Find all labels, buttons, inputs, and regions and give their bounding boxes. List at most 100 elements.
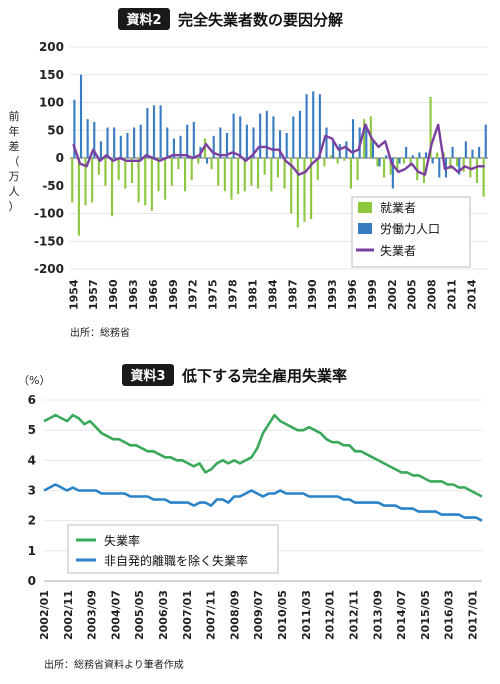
- chart-1-y-axis-label-char: ）: [9, 200, 20, 213]
- chart-1-badge-text: 資料2: [126, 12, 161, 28]
- chart-1-y-axis-label-char: 人: [9, 185, 20, 198]
- bar-labor-force: [378, 158, 381, 167]
- bar-labor-force: [345, 141, 348, 158]
- chart-1-y-axis-label-char: 年: [9, 124, 20, 138]
- chart-2-x-tick-label: 2005/05: [133, 590, 146, 640]
- chart-2-source: 出所：総務省資料より筆者作成: [44, 658, 184, 671]
- chart-1-y-tick-label: -50: [42, 179, 64, 193]
- bar-labor-force: [192, 121, 195, 158]
- bar-labor-force: [225, 133, 229, 158]
- bar-labor-force: [424, 152, 428, 158]
- bar-employed: [223, 158, 226, 192]
- chart-2-legend: 失業率 非自発的離職を除く失業率: [67, 524, 279, 574]
- bar-employed: [436, 152, 439, 158]
- chart-1-x-tick-label: 2011: [446, 279, 459, 310]
- bar-labor-force: [405, 146, 408, 158]
- bar-labor-force: [298, 110, 302, 158]
- bar-labor-force: [232, 113, 235, 158]
- bar-employed: [303, 158, 306, 222]
- chart-1-title: 完全失業者数の要因分解: [178, 11, 343, 29]
- bar-labor-force: [305, 94, 308, 158]
- chart-1-x-tick-label: 2008: [426, 279, 439, 310]
- line-unemployment-rate: [43, 413, 483, 498]
- chart-1-y-tick-label: 50: [47, 123, 64, 137]
- bar-labor-force: [179, 135, 182, 158]
- legend-label-labor-force: 労働力人口: [380, 222, 440, 236]
- chart-1-y-tick-label: 100: [39, 96, 64, 110]
- bar-employed: [97, 158, 100, 175]
- legend-label-unemployed: 失業者: [380, 243, 416, 258]
- chart-1-bars: [71, 74, 487, 236]
- bar-labor-force: [371, 141, 375, 158]
- bar-labor-force: [206, 158, 209, 164]
- chart-1-x-tick-label: 1996: [346, 279, 359, 310]
- chart-1-y-tick-label: -150: [34, 234, 64, 248]
- bar-labor-force: [478, 146, 481, 158]
- bar-employed: [177, 158, 180, 170]
- bar-employed: [210, 158, 213, 170]
- chart-1-x-tick-label: 1981: [246, 279, 259, 310]
- chart-1-x-tick-label: 1999: [366, 279, 379, 310]
- bar-employed: [124, 158, 127, 189]
- bar-employed: [329, 155, 333, 158]
- chart-2-x-tick-label: 2012/01: [324, 590, 337, 640]
- bar-employed: [137, 158, 140, 203]
- bar-labor-force: [133, 127, 136, 158]
- bar-labor-force: [279, 130, 282, 158]
- bar-labor-force: [464, 141, 467, 158]
- bar-labor-force: [219, 127, 222, 158]
- chart-2-x-tick-label: 2010/05: [276, 590, 289, 640]
- chart-2-y-unit: （%）: [18, 374, 50, 387]
- chart-2-x-ticks: 2002/01 2002/11 2003/09 2004/07 2005/05 2006/…: [38, 590, 479, 640]
- chart-1-x-tick-label: 1957: [87, 279, 100, 310]
- bar-labor-force: [186, 124, 189, 158]
- bar-labor-force: [73, 99, 76, 158]
- bar-labor-force: [471, 149, 474, 158]
- bar-labor-force: [431, 158, 434, 164]
- chart-1-x-tick-label: 2014: [465, 279, 478, 310]
- bar-employed: [263, 158, 266, 175]
- line-unemployed: [72, 123, 485, 176]
- bar-labor-force: [106, 127, 109, 158]
- bar-employed: [150, 158, 153, 211]
- bar-employed: [396, 158, 399, 172]
- bar-labor-force: [79, 74, 83, 158]
- bar-labor-force: [318, 94, 321, 158]
- bar-employed: [290, 158, 293, 214]
- bar-employed: [310, 158, 313, 220]
- chart-1-y-axis-label-char: （: [9, 155, 20, 168]
- bar-employed: [409, 158, 412, 167]
- bar-employed: [243, 158, 246, 192]
- bar-employed: [276, 158, 279, 178]
- bar-employed: [77, 158, 80, 236]
- bar-employed: [130, 158, 134, 183]
- chart-2-y-tick-label: 6: [28, 393, 36, 407]
- bar-employed: [429, 96, 432, 158]
- bar-labor-force: [451, 146, 454, 158]
- chart-1-x-tick-label: 1984: [266, 279, 279, 310]
- bar-employed: [250, 158, 253, 186]
- bar-employed: [157, 158, 160, 192]
- bar-labor-force: [312, 91, 315, 158]
- chart-2-legend-box: [67, 524, 279, 574]
- bar-labor-force: [338, 144, 341, 158]
- bar-labor-force: [438, 158, 441, 178]
- chart-1-x-tick-label: 1969: [167, 279, 180, 310]
- chart-2-badge-text: 資料3: [130, 368, 165, 384]
- bar-employed: [183, 158, 187, 192]
- legend-swatch-employed: [358, 202, 372, 213]
- chart-2-title: 低下する完全雇用失業率: [181, 367, 347, 385]
- bar-employed: [475, 158, 479, 183]
- chart-2-y-tick-label: 2: [28, 514, 36, 528]
- bar-labor-force: [146, 108, 149, 158]
- bar-labor-force: [172, 138, 175, 158]
- chart-1-y-ticks: 200 150 100 50 0 -50 -100 -150 -200: [34, 40, 64, 276]
- chart-2-x-tick-label: 2003/09: [86, 590, 99, 640]
- legend-label-structural-rate: 非自発的離職を除く失業率: [104, 553, 248, 568]
- chart-1-x-tick-label: 1978: [227, 279, 240, 310]
- bar-employed: [237, 158, 240, 195]
- chart-2-x-tick-label: 2011/03: [300, 590, 313, 640]
- bar-labor-force: [126, 133, 129, 158]
- chart-1-y-axis-label: 前年差 （ 万人 ）: [9, 109, 20, 213]
